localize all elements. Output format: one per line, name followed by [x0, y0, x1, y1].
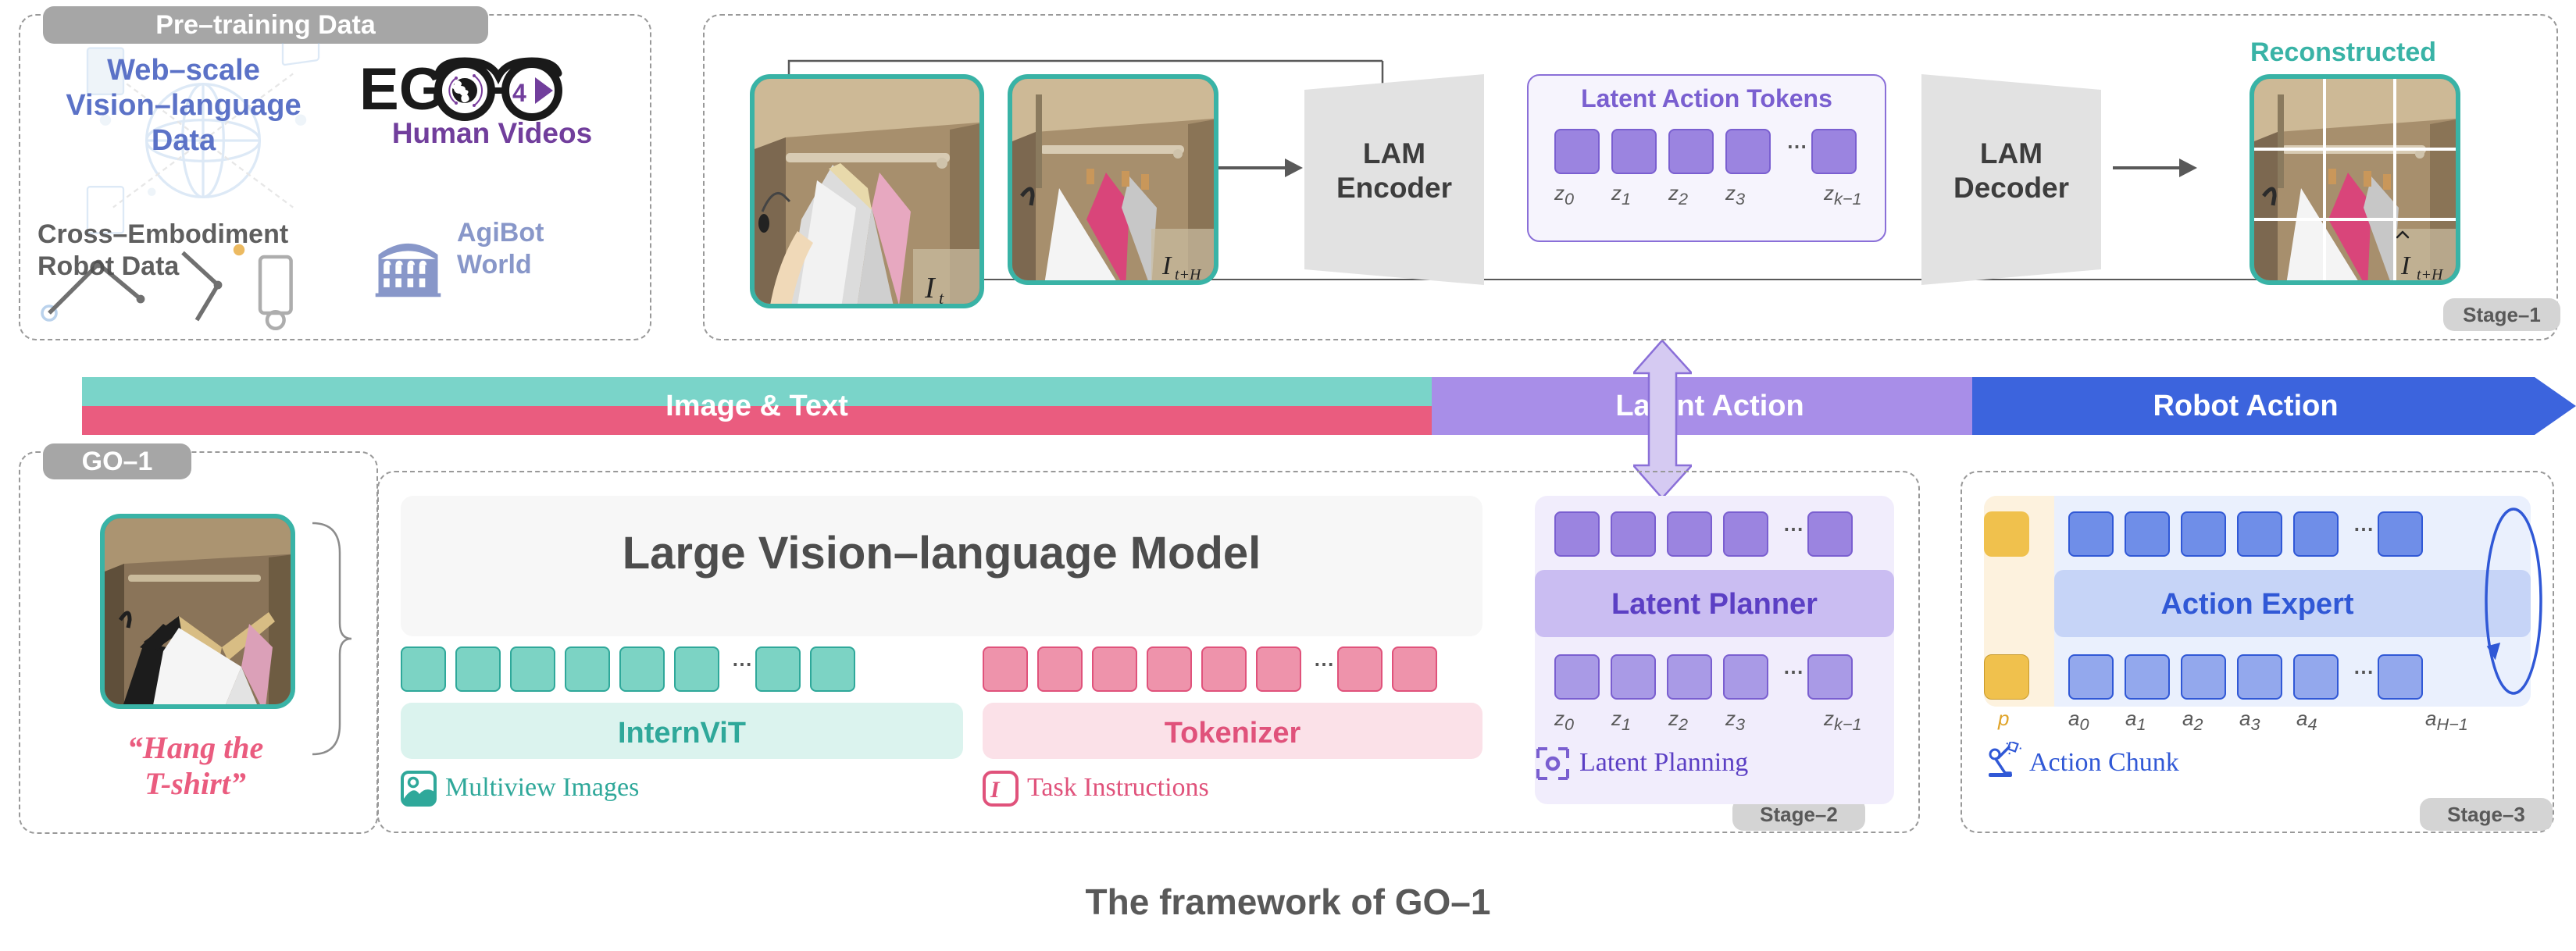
- svg-text:t+H: t+H: [2417, 266, 2444, 283]
- svg-text:I: I: [2400, 251, 2411, 280]
- svg-text:I: I: [1161, 251, 1172, 280]
- svg-text:EG: EG: [359, 56, 445, 123]
- svg-text:t+H: t+H: [1175, 266, 1202, 283]
- svg-text:I: I: [924, 272, 937, 305]
- svg-text:4: 4: [512, 79, 526, 107]
- svg-text:I: I: [990, 777, 1001, 803]
- svg-text:t: t: [939, 288, 944, 308]
